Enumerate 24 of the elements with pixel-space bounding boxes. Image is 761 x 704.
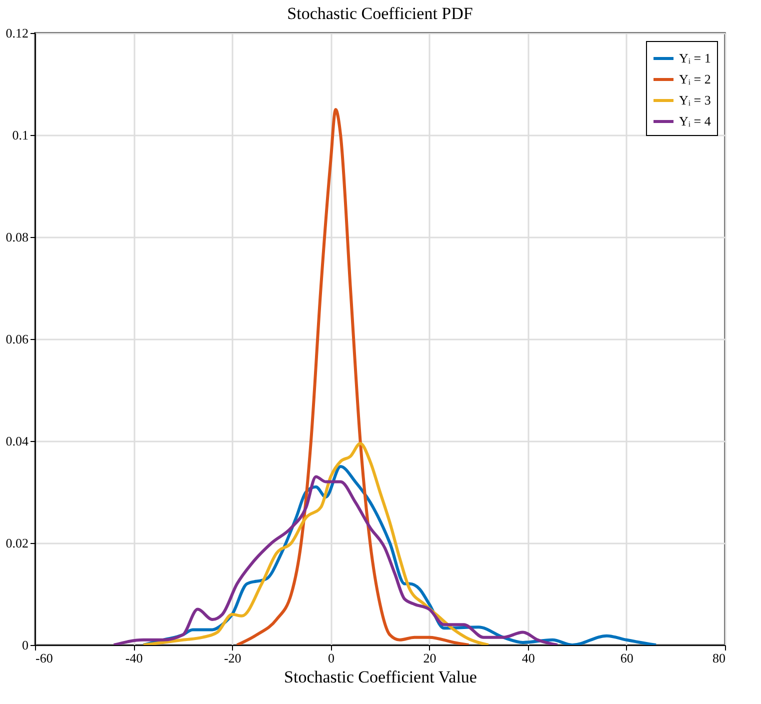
- y-tick-label: 0.12: [6, 26, 28, 40]
- legend-label: Yᵢ = 2: [679, 72, 711, 86]
- legend-label: Yᵢ = 1: [679, 50, 711, 66]
- x-tick-label: 0: [328, 650, 334, 666]
- line-series: [142, 442, 490, 645]
- line-series: [236, 108, 470, 645]
- x-tick-label: -20: [224, 650, 242, 666]
- x-tick-label: -40: [125, 650, 143, 666]
- legend-label: Yᵢ = 4: [679, 114, 712, 128]
- chart-title: Stochastic Coefficient PDF: [287, 4, 473, 23]
- x-tick-label: 40: [522, 650, 535, 666]
- line-series: [112, 475, 559, 645]
- x-tick-label: -60: [36, 650, 53, 666]
- y-tick-label: 0.02: [6, 536, 28, 550]
- y-tick-label: 0.06: [6, 332, 29, 346]
- y-tick-label: 0.1: [12, 128, 28, 142]
- x-axis-title: Stochastic Coefficient Value: [284, 668, 477, 686]
- x-tick-label: 80: [712, 650, 726, 666]
- legend-label: Yᵢ = 3: [679, 92, 711, 108]
- y-tick-label: 0.08: [6, 230, 28, 244]
- y-tick-label: 0.04: [6, 434, 29, 448]
- x-tick-label: 20: [423, 650, 436, 666]
- x-tick-label: 60: [620, 650, 634, 666]
- y-tick-label: 0: [22, 638, 28, 652]
